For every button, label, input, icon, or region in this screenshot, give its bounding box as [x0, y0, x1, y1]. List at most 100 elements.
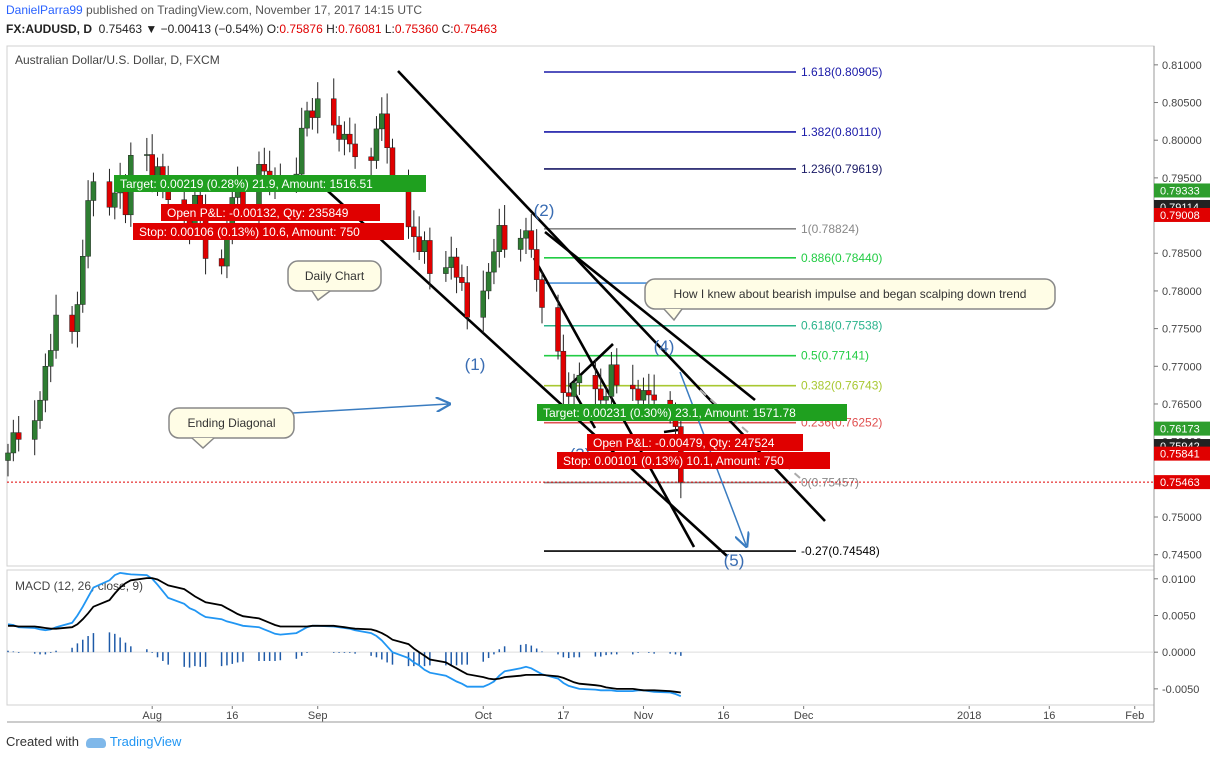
trade-label-box[interactable]: Target: 0.00219 (0.28%) 21.9, Amount: 15… — [114, 175, 426, 192]
candle-up[interactable] — [298, 127, 305, 175]
tradingview-logo-icon — [86, 737, 107, 748]
candle-down[interactable] — [106, 181, 113, 208]
publisher-user-link[interactable]: DanielParra99 — [6, 3, 83, 17]
candle-up[interactable] — [373, 128, 380, 161]
candle-up[interactable] — [314, 98, 321, 118]
candle-up[interactable] — [74, 304, 81, 332]
trend-line[interactable] — [317, 181, 728, 557]
candle-down[interactable] — [352, 143, 358, 158]
candle-down[interactable] — [565, 392, 572, 397]
trade-label-text: Target: 0.00219 (0.28%) 21.9, Amount: 15… — [120, 177, 373, 191]
candle-down[interactable] — [261, 164, 268, 172]
wave-label: (5) — [724, 551, 745, 570]
candle-up[interactable] — [80, 256, 86, 305]
candle-down[interactable] — [560, 350, 567, 393]
trend-line[interactable] — [532, 257, 696, 548]
candle-down[interactable] — [218, 258, 225, 267]
candle-down[interactable] — [411, 226, 417, 237]
candle-down[interactable] — [501, 225, 508, 250]
price-tick-label: 0.79500 — [1162, 173, 1202, 185]
candle-up[interactable] — [10, 432, 17, 454]
trend-line[interactable] — [544, 230, 756, 402]
candle-up[interactable] — [112, 192, 118, 208]
candle-down[interactable] — [427, 240, 433, 274]
candle-down[interactable] — [592, 375, 599, 390]
candle-up[interactable] — [571, 382, 577, 397]
high-value: 0.76081 — [338, 22, 382, 36]
candle-down[interactable] — [528, 230, 535, 250]
candle-down[interactable] — [635, 388, 641, 401]
candle-up[interactable] — [448, 256, 454, 268]
candle-down[interactable] — [336, 124, 342, 140]
trade-label-box[interactable]: Target: 0.00231 (0.30%) 23.1, Amount: 15… — [537, 404, 847, 421]
candle-up[interactable] — [603, 396, 609, 401]
price-axis-badge-label: 0.76173 — [1160, 424, 1200, 436]
macd-indicator[interactable] — [7, 571, 1154, 698]
candle-down[interactable] — [330, 98, 337, 126]
candle-down[interactable] — [614, 364, 620, 386]
signal-line[interactable] — [8, 577, 681, 694]
candle-up[interactable] — [85, 200, 91, 257]
candle-up[interactable] — [53, 314, 59, 351]
price-change: ▼ −0.00413 (−0.54%) — [145, 22, 264, 36]
candle-up[interactable] — [47, 350, 54, 367]
candle-down[interactable] — [15, 432, 22, 440]
candle-down[interactable] — [368, 156, 374, 161]
candle-up[interactable] — [496, 225, 503, 252]
candle-up[interactable] — [31, 420, 38, 440]
macd-pane[interactable] — [6, 569, 1155, 706]
candle-up[interactable] — [90, 181, 97, 201]
candle-down[interactable] — [459, 277, 465, 283]
close-label: C: — [441, 22, 454, 36]
candle-up[interactable] — [640, 390, 647, 401]
candle-up[interactable] — [491, 251, 497, 273]
candle-up[interactable] — [379, 113, 385, 130]
candle-down[interactable] — [309, 110, 316, 118]
candle-down[interactable] — [555, 307, 561, 352]
candle-up[interactable] — [485, 271, 492, 292]
candle-down[interactable] — [597, 388, 604, 401]
candle-up[interactable] — [304, 110, 310, 129]
candle-down[interactable] — [646, 390, 652, 396]
callout-bubble[interactable]: Daily Chart — [287, 260, 382, 302]
tradingview-brand-link[interactable]: TradingView — [109, 734, 182, 749]
candle-up[interactable] — [37, 399, 43, 421]
close-value: 0.75463 — [453, 22, 497, 36]
candle-up[interactable] — [5, 452, 11, 461]
candle-down[interactable] — [539, 279, 545, 308]
candle-up[interactable] — [443, 267, 449, 274]
callout-text: Ending Diagonal — [187, 416, 275, 430]
candle-down[interactable] — [416, 236, 422, 252]
trade-label-box[interactable]: Open P&L: -0.00479, Qty: 247524 — [587, 434, 803, 451]
ending-diagonal-arrow[interactable] — [292, 404, 448, 414]
candle-up[interactable] — [523, 230, 529, 239]
trade-label-box[interactable]: Open P&L: -0.00132, Qty: 235849 — [161, 204, 380, 221]
candle-down[interactable] — [630, 384, 636, 390]
low-label: L: — [384, 22, 395, 36]
trade-label-box[interactable]: Stop: 0.00106 (0.13%) 10.6, Amount: 750 — [133, 223, 404, 240]
macd-tick-label: -0.0050 — [1162, 684, 1199, 696]
callout-bubble[interactable]: Ending Diagonal — [168, 407, 295, 450]
candle-down[interactable] — [347, 133, 353, 145]
candle-up[interactable] — [517, 237, 524, 250]
candle-up[interactable] — [480, 290, 487, 318]
candle-up[interactable] — [42, 366, 49, 401]
footer: Created with TradingView — [6, 734, 181, 749]
candle-down[interactable] — [464, 282, 470, 318]
candle-up[interactable] — [608, 364, 615, 397]
price-tick-label: 0.77000 — [1162, 361, 1202, 373]
candle-up[interactable] — [341, 133, 348, 140]
candle-down[interactable] — [69, 314, 75, 332]
candle-down[interactable] — [533, 249, 540, 280]
trade-label-box[interactable]: Stop: 0.00101 (0.13%) 10.1, Amount: 750 — [557, 452, 830, 469]
callout-bubble[interactable]: How I knew about bearish impulse and beg… — [644, 278, 1056, 322]
candle-down[interactable] — [453, 256, 460, 278]
callout-bg — [287, 260, 382, 292]
candle-down[interactable] — [384, 113, 390, 148]
candle-up[interactable] — [421, 240, 428, 252]
candle-up[interactable] — [144, 154, 150, 156]
price-axis-badge-label: 0.75841 — [1160, 449, 1200, 461]
candle-up[interactable] — [576, 375, 583, 384]
candle-down[interactable] — [651, 394, 657, 401]
